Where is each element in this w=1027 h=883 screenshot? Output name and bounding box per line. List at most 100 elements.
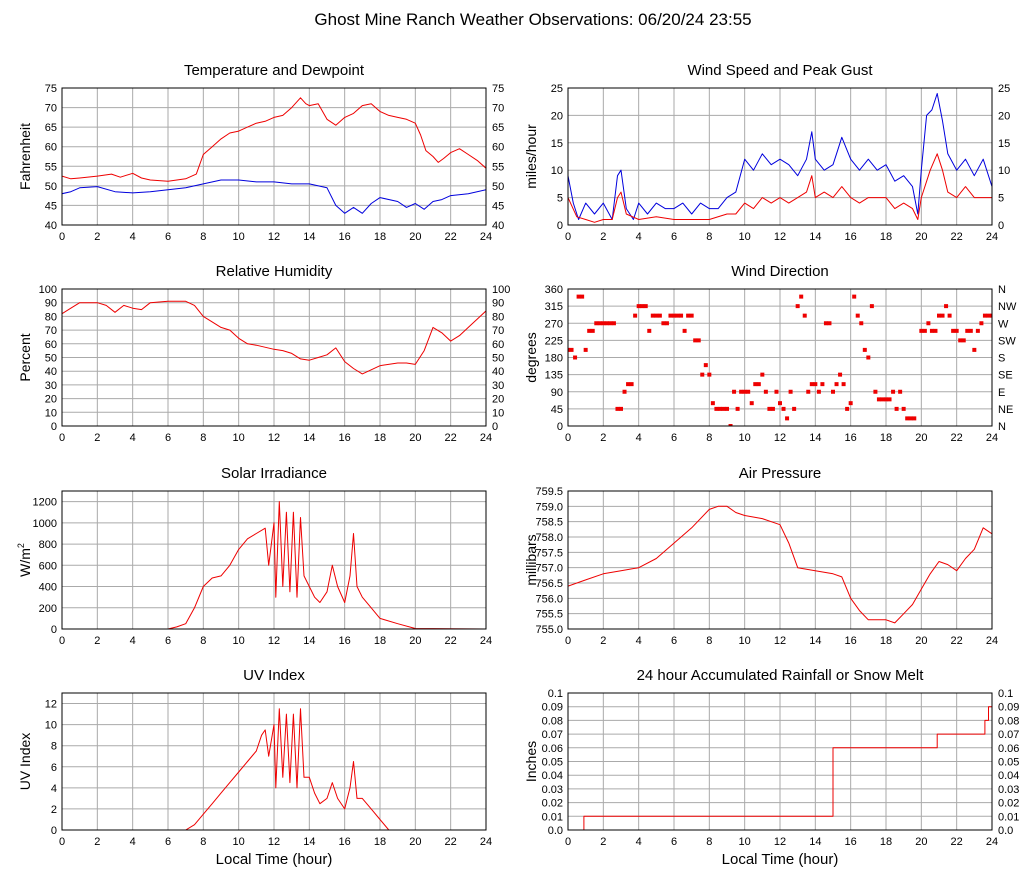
x-tick-label: 12 [774, 231, 786, 243]
x-tick-label: 4 [130, 635, 136, 647]
x-tick-label: 10 [739, 231, 751, 243]
y-tick-label: 60 [45, 142, 57, 154]
x-tick-label: 6 [165, 231, 171, 243]
chart-title: Wind Speed and Peak Gust [687, 62, 873, 79]
x-tick-label: 0 [565, 231, 571, 243]
right-tick-label: 0.01 [998, 811, 1019, 823]
data-point [717, 406, 722, 411]
y-tick-label: 0.05 [542, 757, 563, 769]
data-point [838, 372, 843, 377]
x-tick-label: 2 [94, 432, 100, 444]
data-point [947, 313, 952, 318]
y-tick-label: 80 [45, 311, 57, 323]
y-tick-label: 0.07 [542, 729, 563, 741]
data-point [650, 313, 655, 318]
chart-title: Air Pressure [739, 465, 822, 482]
plot-frame [567, 490, 993, 630]
chart-title: Relative Humidity [216, 263, 333, 280]
data-point [866, 355, 871, 360]
right-tick-label: 0.06 [998, 743, 1019, 755]
x-tick-label: 24 [986, 635, 998, 647]
right-tick-label: 0.08 [998, 715, 1019, 727]
x-tick-label: 14 [303, 231, 315, 243]
plot-frame [567, 87, 993, 226]
y-tick-label: 70 [45, 325, 57, 337]
x-tick-label: 20 [915, 432, 927, 444]
y-tick-label: 600 [39, 560, 57, 572]
y-axis-label: W/m2 [16, 543, 33, 577]
data-point [869, 304, 874, 309]
data-point [679, 313, 684, 318]
data-point [823, 321, 828, 326]
data-point [785, 416, 790, 421]
x-tick-label: 4 [636, 432, 642, 444]
data-point [894, 406, 899, 411]
data-point [753, 382, 758, 387]
data-point [643, 304, 648, 309]
x-tick-label: 10 [233, 231, 245, 243]
y-tick-label: 755.0 [535, 624, 563, 636]
chart-title: UV Index [243, 667, 305, 684]
data-point [806, 389, 811, 394]
data-point [859, 321, 864, 326]
x-tick-label: 8 [706, 231, 712, 243]
data-point [608, 321, 613, 326]
data-point [905, 416, 910, 421]
right-tick-label: S [998, 353, 1005, 365]
y-axis-label: millibars [523, 534, 539, 585]
x-tick-label: 0 [59, 231, 65, 243]
plot-frame [61, 490, 487, 630]
data-point [721, 406, 726, 411]
right-tick-label: NW [998, 301, 1017, 313]
y-tick-label: 759.0 [535, 501, 563, 513]
x-tick-label: 8 [200, 231, 206, 243]
data-point [654, 313, 659, 318]
y-tick-label: 180 [545, 353, 563, 365]
data-point [813, 382, 818, 387]
data-point [682, 328, 687, 333]
x-tick-label: 20 [409, 432, 421, 444]
x-axis-label: Local Time (hour) [722, 851, 839, 868]
data-point [986, 313, 991, 318]
data-point [590, 328, 595, 333]
data-point [615, 406, 620, 411]
series-red-line [62, 501, 486, 629]
x-tick-label: 8 [706, 836, 712, 848]
y-tick-label: 0.03 [542, 784, 563, 796]
x-tick-label: 8 [200, 432, 206, 444]
data-point [929, 328, 934, 333]
data-point [898, 389, 903, 394]
right-tick-label: 50 [492, 353, 504, 365]
data-point [725, 406, 729, 411]
data-point [961, 338, 966, 343]
data-point [979, 321, 984, 326]
y-tick-label: 10 [45, 407, 57, 419]
chart-title: Solar Irradiance [221, 465, 327, 482]
data-point [601, 321, 606, 326]
x-tick-label: 20 [409, 231, 421, 243]
series-red-line [568, 706, 992, 830]
y-tick-label: 800 [39, 539, 57, 551]
x-tick-label: 22 [951, 836, 963, 848]
y-tick-label: 55 [45, 161, 57, 173]
data-point [862, 347, 867, 352]
y-tick-label: 1000 [33, 518, 57, 530]
x-tick-label: 14 [809, 231, 821, 243]
x-tick-label: 10 [233, 836, 245, 848]
x-tick-label: 8 [200, 635, 206, 647]
x-tick-label: 18 [374, 231, 386, 243]
y-tick-label: 45 [551, 404, 563, 416]
y-tick-label: 4 [51, 783, 57, 795]
right-tick-label: 0.02 [998, 798, 1019, 810]
right-tick-label: SE [998, 370, 1013, 382]
x-tick-label: 16 [845, 231, 857, 243]
data-point [795, 304, 800, 309]
x-tick-label: 14 [303, 432, 315, 444]
x-tick-label: 6 [165, 432, 171, 444]
data-point [594, 321, 599, 326]
x-tick-label: 0 [59, 432, 65, 444]
right-tick-label: SW [998, 335, 1016, 347]
y-axis-label-text: degrees [523, 332, 539, 383]
y-tick-label: 100 [39, 284, 57, 296]
